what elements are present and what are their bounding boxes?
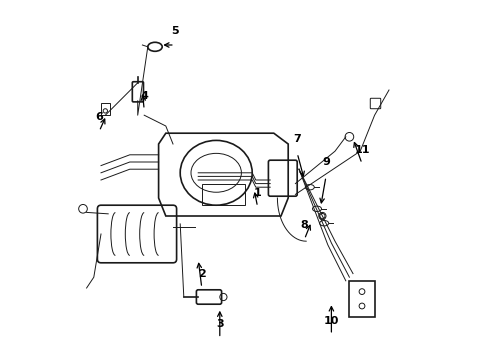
Text: 2: 2: [198, 269, 206, 279]
Text: 9: 9: [322, 157, 330, 167]
Text: 7: 7: [294, 134, 301, 144]
Text: 3: 3: [216, 319, 223, 329]
Text: 4: 4: [140, 91, 148, 101]
Text: 5: 5: [171, 26, 179, 36]
Text: 6: 6: [95, 112, 103, 122]
Text: 11: 11: [354, 145, 370, 155]
Text: 1: 1: [254, 188, 262, 198]
Text: 8: 8: [300, 220, 308, 230]
Text: 10: 10: [324, 316, 339, 326]
